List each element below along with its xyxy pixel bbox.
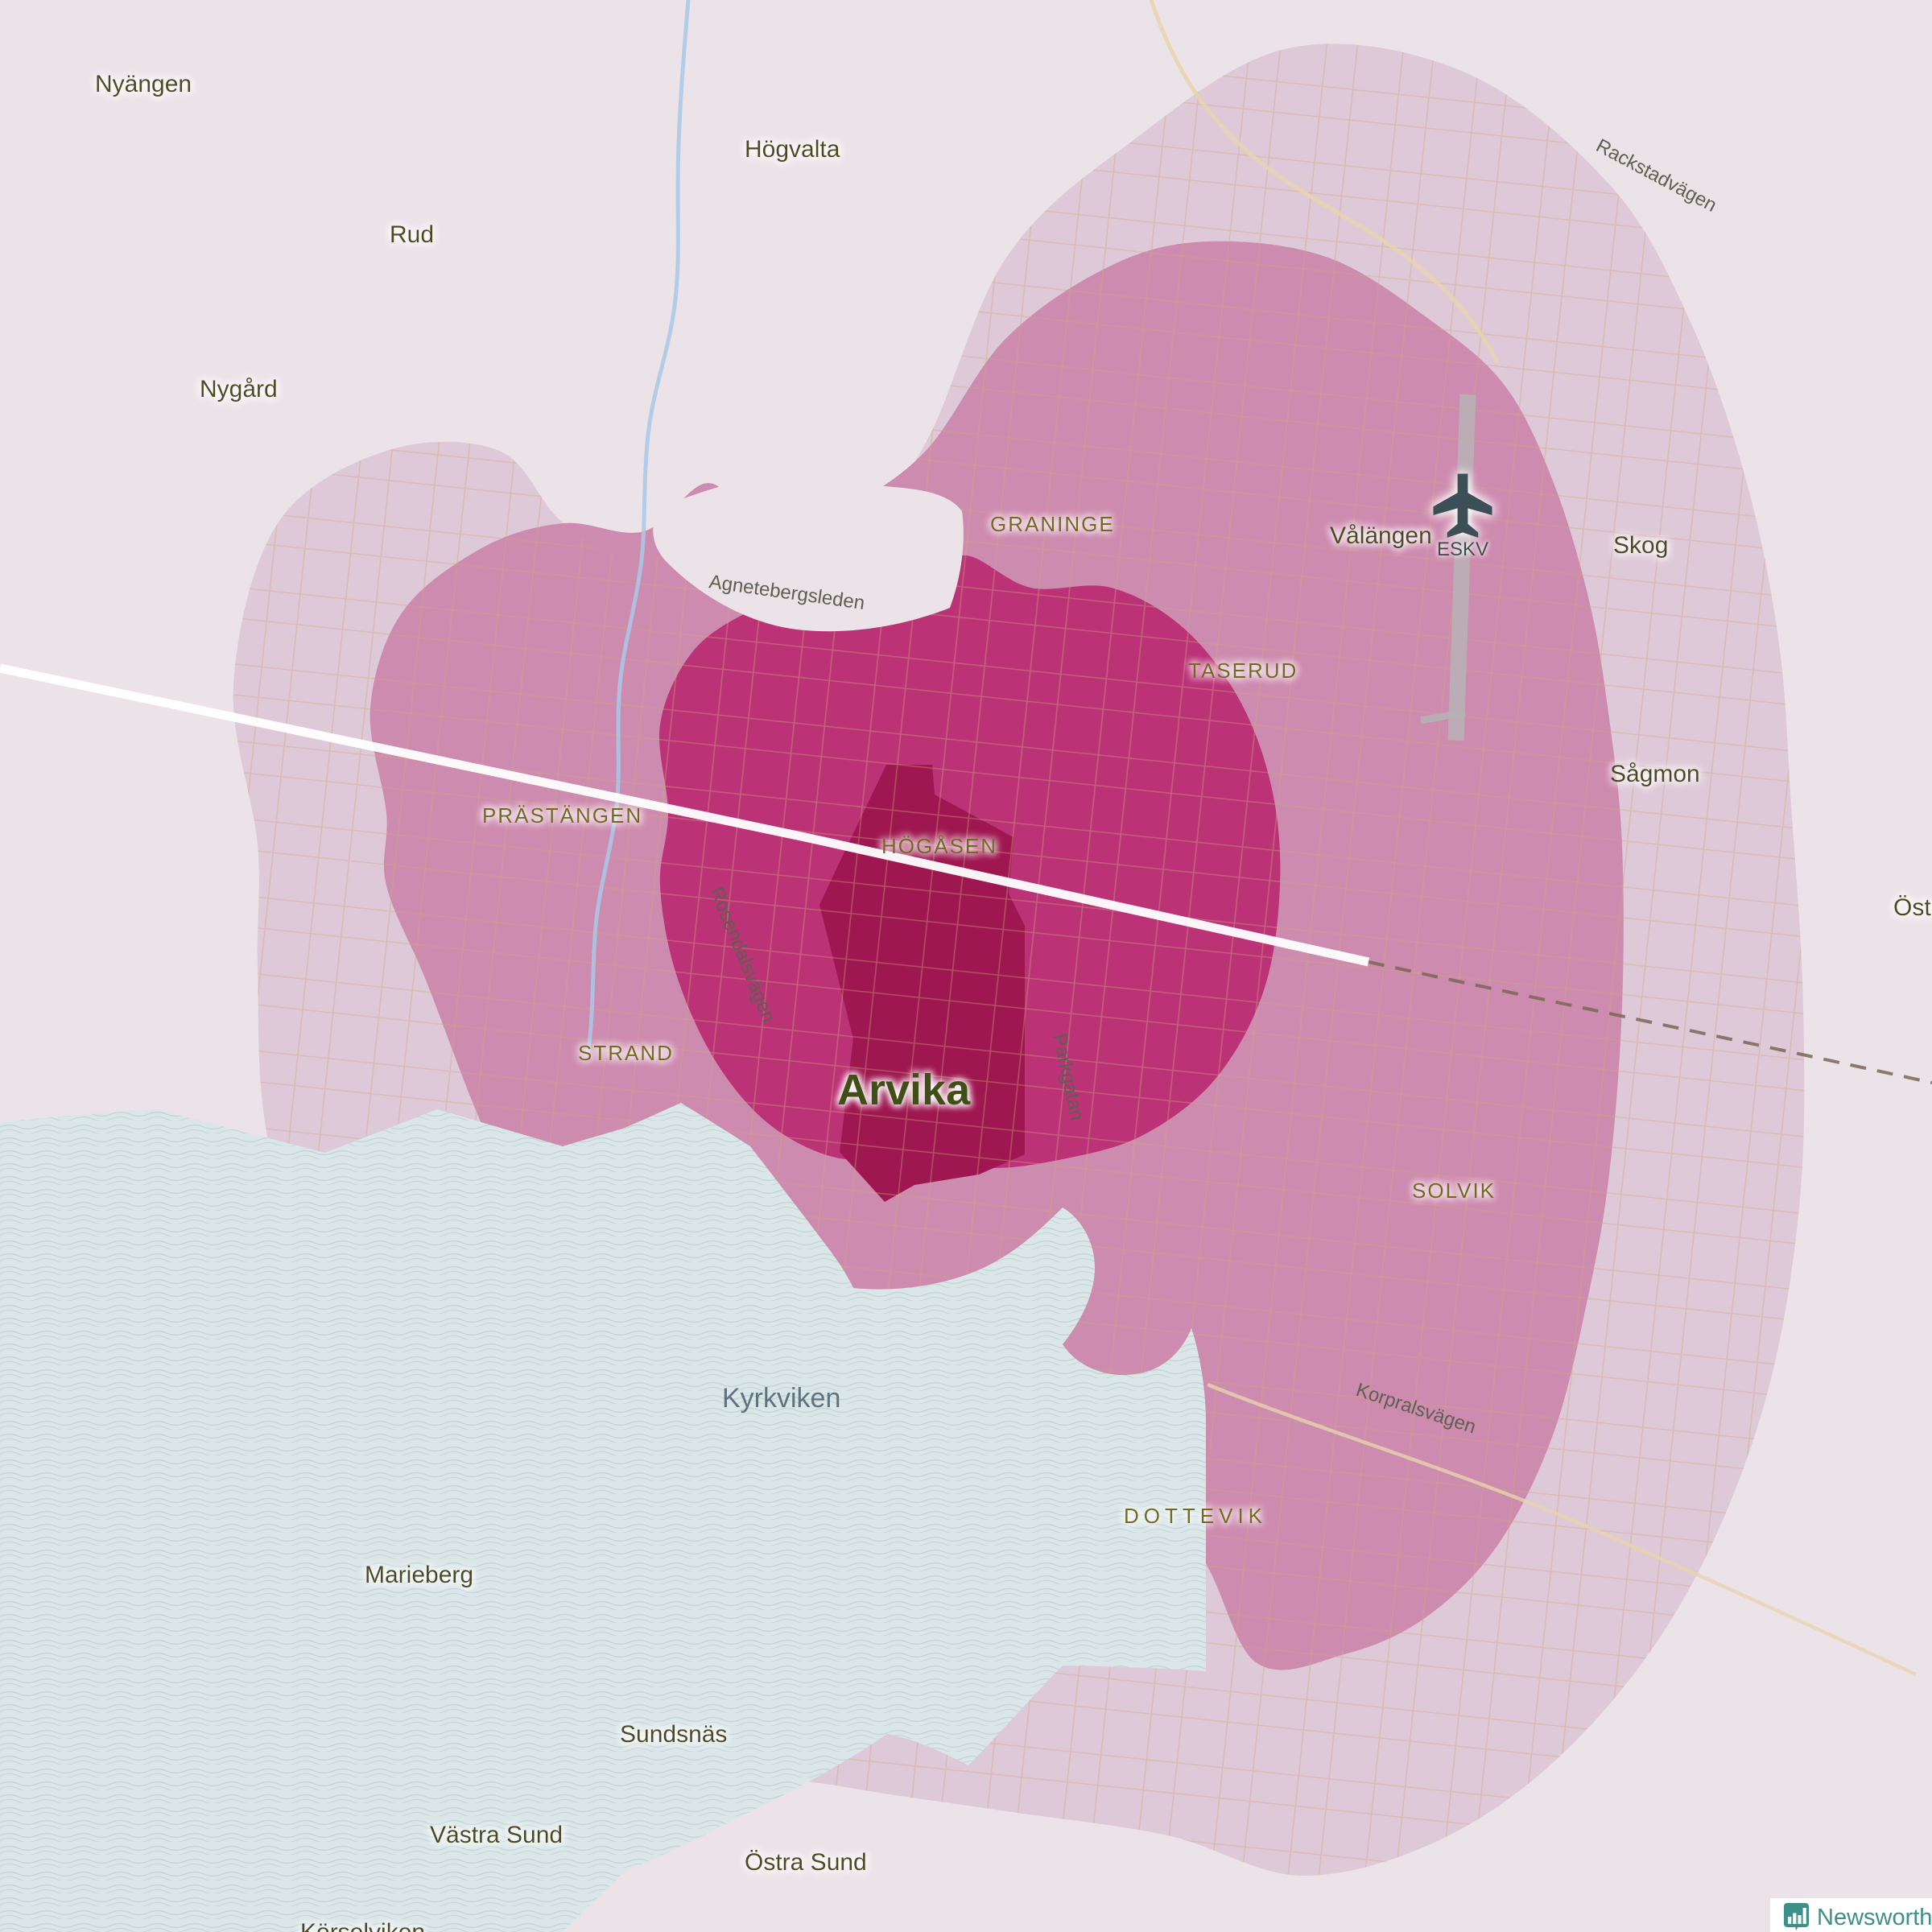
svg-text:Skog: Skog [1613, 532, 1668, 559]
svg-text:Vålängen: Vålängen [1330, 522, 1432, 549]
svg-text:TASERUD: TASERUD [1188, 658, 1298, 683]
svg-text:ESKV: ESKV [1437, 539, 1488, 560]
svg-text:HÖGÅSEN: HÖGÅSEN [881, 834, 997, 858]
svg-text:PRÄSTÄNGEN: PRÄSTÄNGEN [482, 803, 642, 828]
svg-text:GRANINGE: GRANINGE [990, 512, 1115, 536]
svg-text:Östra Be: Östra Be [1893, 894, 1932, 921]
svg-text:Newsworthy: Newsworthy [1817, 1905, 1932, 1930]
svg-text:DOTTEVIK: DOTTEVIK [1124, 1504, 1267, 1528]
svg-text:Rud: Rud [390, 221, 434, 248]
svg-text:SOLVIK: SOLVIK [1412, 1179, 1496, 1203]
svg-text:Nyängen: Nyängen [95, 71, 192, 97]
svg-text:Arvika: Arvika [837, 1066, 971, 1114]
svg-text:Nygård: Nygård [200, 376, 278, 402]
svg-text:Sågmon: Sågmon [1610, 761, 1700, 787]
svg-text:Sundsnäs: Sundsnäs [620, 1721, 727, 1748]
svg-text:Västra Sund: Västra Sund [430, 1822, 563, 1848]
svg-text:Marieberg: Marieberg [365, 1562, 473, 1588]
svg-text:Kyrkviken: Kyrkviken [722, 1383, 840, 1414]
svg-text:STRAND: STRAND [578, 1041, 674, 1065]
svg-text:Högvalta: Högvalta [745, 136, 840, 163]
svg-text:Östra Sund: Östra Sund [745, 1849, 867, 1876]
svg-text:Körselviken: Körselviken [300, 1919, 425, 1932]
